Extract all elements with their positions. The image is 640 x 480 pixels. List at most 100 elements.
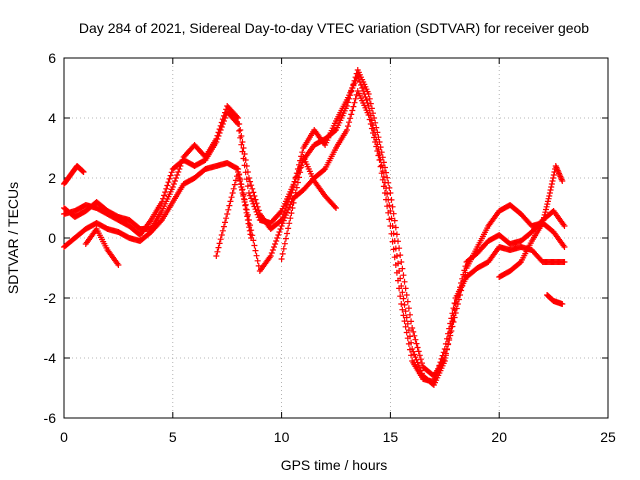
- data-point: [376, 157, 383, 163]
- data-point: [280, 217, 287, 224]
- data-point: [365, 112, 372, 118]
- data-point: [217, 236, 224, 243]
- data-point: [432, 375, 439, 382]
- data-point: [546, 193, 553, 199]
- series-I: [544, 292, 566, 307]
- data-point: [290, 182, 297, 189]
- data-point: [219, 227, 226, 234]
- data-point: [402, 308, 409, 315]
- data-point: [461, 267, 468, 274]
- data-point: [290, 199, 297, 206]
- data-point: [400, 295, 407, 302]
- data-point: [214, 132, 221, 139]
- x-tick-label: 15: [383, 429, 399, 445]
- data-point: [233, 113, 240, 120]
- data-point: [548, 184, 555, 190]
- data-point: [162, 189, 169, 196]
- data-point: [408, 318, 415, 325]
- x-tick-label: 5: [169, 429, 177, 445]
- data-point: [386, 216, 393, 223]
- data-point: [291, 194, 298, 201]
- data-point: [248, 182, 255, 189]
- data-point: [244, 169, 251, 175]
- data-point: [377, 163, 384, 170]
- data-point: [255, 207, 262, 214]
- y-tick-label: 0: [48, 230, 56, 246]
- data-point: [174, 172, 181, 178]
- data-point: [246, 224, 253, 231]
- data-point: [360, 88, 367, 94]
- data-point: [178, 160, 185, 166]
- data-point: [452, 301, 459, 307]
- data-point: [244, 213, 251, 220]
- data-point: [406, 346, 413, 353]
- data-point: [277, 209, 284, 216]
- data-point: [359, 85, 366, 91]
- data-point: [541, 214, 548, 221]
- data-point: [396, 285, 403, 292]
- y-tick-label: 4: [48, 110, 56, 126]
- x-tick-label: 25: [600, 429, 616, 445]
- data-point: [374, 148, 381, 154]
- data-point: [243, 163, 250, 169]
- data-point: [285, 206, 292, 213]
- data-point: [378, 162, 385, 169]
- data-point: [282, 235, 289, 242]
- data-point: [415, 348, 422, 355]
- y-tick-label: 2: [48, 170, 56, 186]
- data-point: [294, 179, 301, 186]
- data-point: [248, 195, 255, 202]
- data-point: [416, 352, 423, 359]
- x-tick-label: 0: [60, 429, 68, 445]
- data-point: [252, 196, 259, 203]
- data-point: [226, 202, 233, 209]
- data-point: [235, 169, 242, 175]
- data-point: [398, 301, 405, 307]
- data-point: [352, 95, 359, 102]
- data-point: [389, 238, 396, 245]
- x-ticks: 0 5 10 15 20 25: [60, 58, 616, 445]
- data-point: [369, 130, 376, 136]
- data-point: [430, 379, 437, 385]
- data-point: [253, 252, 260, 259]
- data-point: [412, 336, 419, 343]
- data-point: [228, 194, 235, 201]
- data-point: [450, 319, 457, 325]
- data-point: [173, 175, 180, 181]
- data-point: [179, 157, 186, 163]
- data-point: [399, 289, 406, 296]
- data-point: [549, 178, 556, 184]
- data-point: [390, 210, 397, 217]
- data-point: [384, 203, 391, 210]
- data-point: [344, 123, 351, 130]
- data-point: [449, 310, 456, 317]
- data-point: [348, 111, 355, 118]
- y-tick-label: -4: [44, 350, 57, 366]
- data-point: [387, 190, 394, 196]
- data-point: [333, 205, 339, 211]
- data-point: [220, 223, 227, 230]
- data-point: [379, 176, 386, 183]
- data-point: [240, 196, 247, 202]
- data-point: [372, 139, 379, 145]
- data-point: [270, 244, 277, 250]
- data-point: [462, 263, 469, 270]
- data-point: [380, 173, 387, 180]
- data-point: [561, 259, 568, 265]
- data-point: [274, 235, 281, 241]
- data-point: [403, 314, 410, 321]
- data-point: [267, 253, 274, 259]
- data-point: [282, 212, 289, 219]
- data-point: [289, 187, 296, 193]
- data-point: [215, 129, 222, 136]
- data-point: [272, 241, 279, 247]
- data-point: [373, 143, 380, 150]
- data-point: [395, 277, 402, 284]
- data-point: [391, 254, 398, 261]
- data-point: [381, 164, 388, 171]
- data-point: [401, 278, 408, 285]
- data-point: [439, 352, 446, 359]
- data-point: [559, 178, 566, 184]
- data-point: [411, 351, 418, 358]
